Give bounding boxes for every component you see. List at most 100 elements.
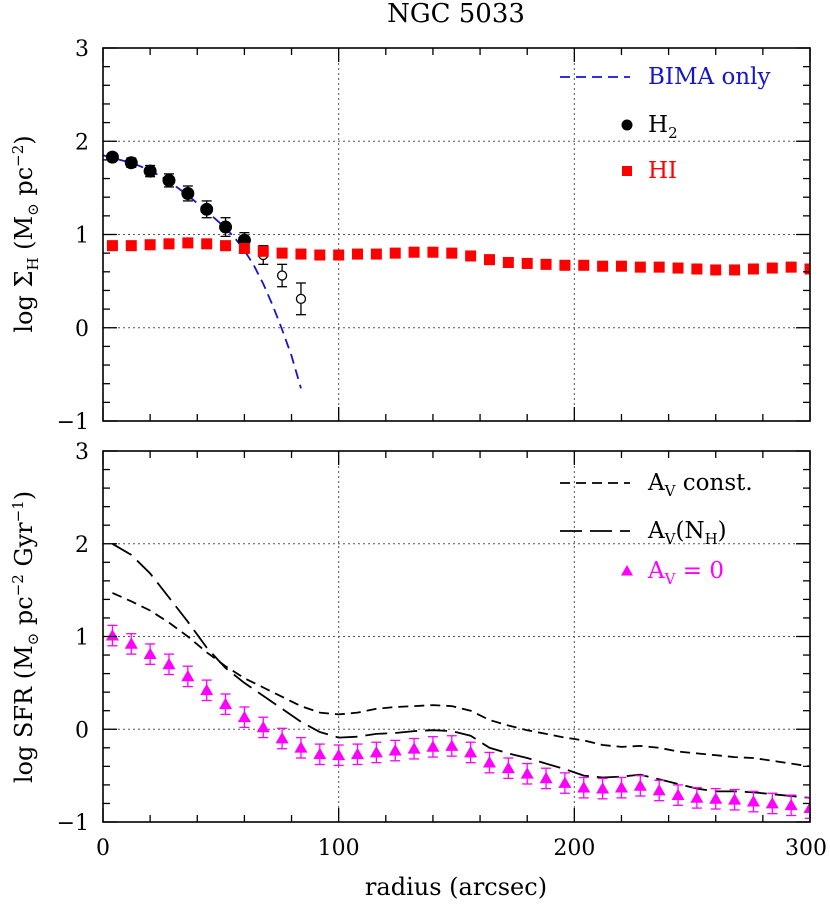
data-point <box>426 740 440 752</box>
data-point <box>275 732 289 744</box>
data-point <box>483 254 495 266</box>
data-point <box>652 783 666 796</box>
data-point <box>219 220 233 234</box>
plot-top <box>103 150 810 389</box>
data-point <box>615 260 627 272</box>
data-point <box>540 258 552 270</box>
y-tick-label: 3 <box>75 440 89 465</box>
data-point <box>200 202 214 216</box>
data-point <box>558 776 572 788</box>
data-point <box>465 250 477 262</box>
data-point <box>182 237 194 249</box>
plot-bottom <box>105 543 810 819</box>
y-tick-label: −1 <box>57 410 89 435</box>
data-point <box>578 259 590 271</box>
y-tick-label: 1 <box>75 224 89 249</box>
legend-label: H2 <box>648 112 678 142</box>
x-tick-label: 200 <box>553 836 595 861</box>
data-point <box>162 173 176 187</box>
data-point <box>351 747 365 760</box>
data-point <box>728 793 742 805</box>
data-point <box>388 744 402 756</box>
data-point <box>256 720 270 733</box>
data-point <box>502 256 514 268</box>
y-tick-label: 2 <box>75 130 89 155</box>
data-point <box>445 739 459 751</box>
y-tick-label: 0 <box>75 718 89 743</box>
data-point <box>106 240 118 252</box>
data-point <box>389 247 401 259</box>
data-point <box>464 745 478 758</box>
svg-text:log SFR (M⊙ pc−2 Gyr−1): log SFR (M⊙ pc−2 Gyr−1) <box>9 491 42 783</box>
legend-label: AV(NH) <box>647 518 727 548</box>
data-point <box>124 156 138 170</box>
data-point <box>237 710 251 723</box>
data-point <box>181 669 195 682</box>
data-point <box>369 745 383 758</box>
data-point <box>181 186 195 200</box>
series-line <box>112 592 810 768</box>
data-point <box>105 150 119 164</box>
data-point <box>653 261 665 273</box>
data-point <box>671 788 685 800</box>
data-point <box>163 238 175 250</box>
data-point <box>314 249 326 261</box>
data-point <box>294 741 308 753</box>
ticks-bottom: −1 0 1 2 3 0 100 200 300 <box>57 440 827 861</box>
data-point <box>520 767 534 779</box>
data-point <box>521 257 533 269</box>
ticks-top: −1 0 1 2 3 <box>57 37 811 435</box>
panel-gas: −1 0 1 2 3 log ΣH (M⊙ pc−2) BIMA only H2 HI <box>9 37 811 435</box>
data-point <box>784 798 798 811</box>
data-point <box>614 781 628 793</box>
series-line <box>103 154 302 389</box>
y-tick-label: −1 <box>57 811 89 836</box>
data-point <box>709 792 723 804</box>
data-point <box>785 261 797 273</box>
data-point <box>690 791 704 803</box>
x-tick-label: 100 <box>318 836 360 861</box>
ylabel-top: log ΣH (M⊙ pc−2) <box>9 135 42 332</box>
grid-bottom <box>103 451 810 822</box>
data-point <box>124 637 138 649</box>
data-point <box>144 239 156 251</box>
y-tick-label: 2 <box>75 533 89 558</box>
data-point <box>295 293 307 304</box>
data-point <box>162 657 176 670</box>
ylabel-bottom: log SFR (M⊙ pc−2 Gyr−1) <box>9 491 42 783</box>
legend-swatch <box>621 565 633 576</box>
data-point <box>143 647 157 659</box>
x-axis-label: radius (arcsec) <box>365 873 547 901</box>
data-point <box>220 240 232 252</box>
data-point <box>710 264 722 276</box>
data-point <box>482 756 496 768</box>
x-tick-label: 0 <box>96 836 110 861</box>
data-point <box>672 262 684 274</box>
data-point <box>633 779 647 791</box>
data-point <box>597 260 609 272</box>
svg-text:log ΣH (M⊙ pc−2): log ΣH (M⊙ pc−2) <box>9 135 42 332</box>
data-point <box>729 264 741 276</box>
data-point <box>295 248 307 260</box>
legend-swatch <box>622 166 632 176</box>
legend-bottom: AV const. AV(NH) AV = 0 <box>560 470 753 588</box>
data-point <box>577 781 591 793</box>
data-point <box>201 238 213 250</box>
data-point <box>370 248 382 260</box>
data-point <box>766 262 778 274</box>
grid-top <box>103 48 810 421</box>
data-point <box>352 248 364 260</box>
data-point <box>125 240 137 252</box>
data-point <box>804 263 810 275</box>
data-point <box>408 246 420 258</box>
data-point <box>427 246 439 258</box>
data-point <box>219 697 233 710</box>
legend-label: AV = 0 <box>647 558 724 588</box>
data-point <box>238 242 250 254</box>
data-point <box>105 629 119 641</box>
data-point <box>276 247 288 259</box>
data-point <box>200 683 214 696</box>
data-point <box>407 742 421 754</box>
data-point <box>634 261 646 273</box>
